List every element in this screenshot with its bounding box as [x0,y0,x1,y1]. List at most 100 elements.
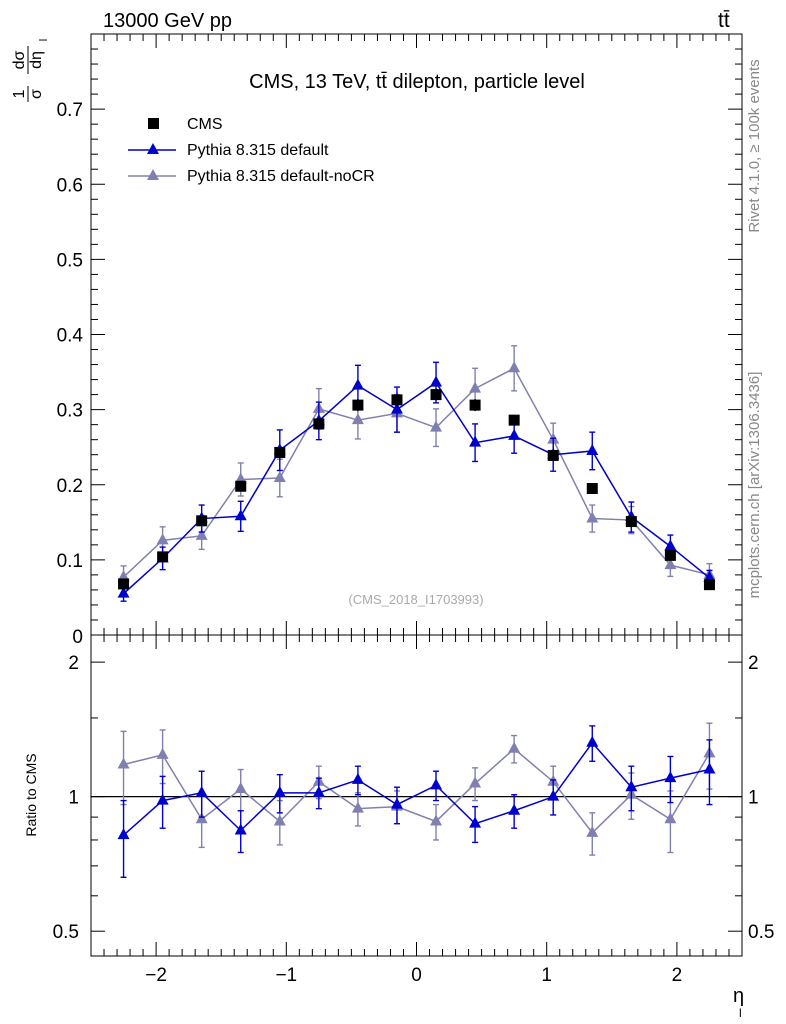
data-point [469,435,482,447]
data-point [235,480,247,492]
legend-triangle-marker [147,169,159,180]
x-axis-label-sub: l [739,1006,742,1020]
data-point [351,772,364,784]
data-point [156,747,169,759]
data-point [469,776,482,788]
y-tick-label: 0.2 [57,476,83,497]
y-label-sub: l [38,39,50,41]
data-point [508,741,521,753]
data-point [157,551,169,563]
series-line [123,381,710,595]
data-point [274,446,286,458]
x-tick-label: 1 [541,965,552,986]
ratio-y-label: Ratio to CMS [23,753,39,836]
series-line [123,741,710,836]
rivet-label: Rivet 4.1.0, ≥ 100k events [746,59,763,232]
y-tick-label: 0.1 [57,551,83,572]
data-point [586,825,599,837]
process-label: tt̄ [718,9,730,32]
data-point [586,443,599,455]
data-point [664,549,676,561]
y-label-n2: dσ [11,50,28,69]
legend-label-nocr: Pythia 8.315 default-noCR [187,168,375,185]
energy-label: 13000 GeV pp [103,10,232,32]
legend-entry-nocr: Pythia 8.315 default-noCR [128,168,375,185]
x-tick-label: −1 [275,965,297,986]
data-point [547,789,560,801]
data-point [469,399,481,411]
data-point [391,394,403,406]
ratio-ticks: −2 −1 0 1 2 0.5 0.5 1 1 2 2 [53,635,774,986]
ratio-series-pythia-nocr [117,722,716,856]
ratio-y-tick-label-right: 2 [748,653,759,674]
x-tick-label: 2 [672,965,683,986]
data-point [118,578,130,590]
data-point [625,780,638,792]
data-point [234,509,247,521]
legend-label-cms: CMS [187,116,223,133]
legend-label-default: Pythia 8.315 default [187,142,329,159]
data-point [312,785,325,797]
data-point [430,778,443,790]
data-point [664,539,677,551]
legend-triangle-marker [147,143,159,154]
legend-entry-default: Pythia 8.315 default [128,142,329,159]
y-tick-label: 0.7 [57,100,83,121]
legend-square-marker [148,118,159,129]
ratio-series-pythia-default [117,725,716,879]
data-point [195,528,208,540]
data-point [390,797,403,809]
data-point [273,470,286,482]
data-point [703,579,715,591]
data-point [664,771,677,783]
main-title: CMS, 13 TeV, tt̄ dilepton, particle leve… [249,71,585,93]
ratio-y-tick-label: 0.5 [53,922,79,943]
data-point [508,803,521,815]
data-point [508,414,520,426]
ratio-y-tick-label: 2 [68,653,79,674]
data-point [664,558,677,570]
main-panel: 0.1 0.2 0.3 0.4 0.5 0.6 0.7 0 CMS, 13 TeV, tt̄ … [57,33,743,648]
main-series [117,345,716,602]
main-ticks: 0.1 0.2 0.3 0.4 0.5 0.6 0.7 0 [57,34,743,648]
analysis-watermark: (CMS_2018_I1703993) [348,592,483,607]
data-point [703,762,716,774]
legend-entry-cms: CMS [148,116,223,133]
legend: CMS Pythia 8.315 default Pythia 8.315 de… [128,116,375,185]
y-tick-label-zero: 0 [72,627,83,648]
data-point [234,823,247,835]
y-tick-label: 0.6 [57,175,83,196]
ratio-panel: −2 −1 0 1 2 0.5 0.5 1 1 2 2 Ratio to CMS [23,634,774,986]
series-cms-data [118,388,715,591]
data-point [156,533,169,545]
data-point [351,413,364,425]
data-point [273,785,286,797]
data-point [430,375,443,387]
y-tick-label: 0.5 [57,250,83,271]
y-label-d1: σ [28,89,45,99]
series-pythia-nocr [117,345,716,590]
data-point [351,378,364,390]
x-axis-label: η [733,985,744,1007]
data-point [273,814,286,826]
data-point [352,399,364,411]
ratio-y-tick-label-right: 0.5 [748,922,774,943]
data-point [313,418,325,430]
data-point [234,782,247,794]
x-tick-label: −2 [145,965,167,986]
data-point [117,586,130,598]
ratio-series [117,722,716,879]
data-point [430,814,443,826]
data-point [351,801,364,813]
data-point [117,570,130,582]
mcplots-label: mcplots.cern.ch [arXiv:1306.3436] [746,372,763,599]
data-point [508,361,521,373]
data-point [547,449,559,461]
data-point [469,381,482,393]
data-point [430,420,443,432]
ratio-y-tick-label: 1 [68,788,79,809]
data-point [117,828,130,840]
x-tick-label: 0 [411,965,422,986]
series-line [123,367,710,578]
